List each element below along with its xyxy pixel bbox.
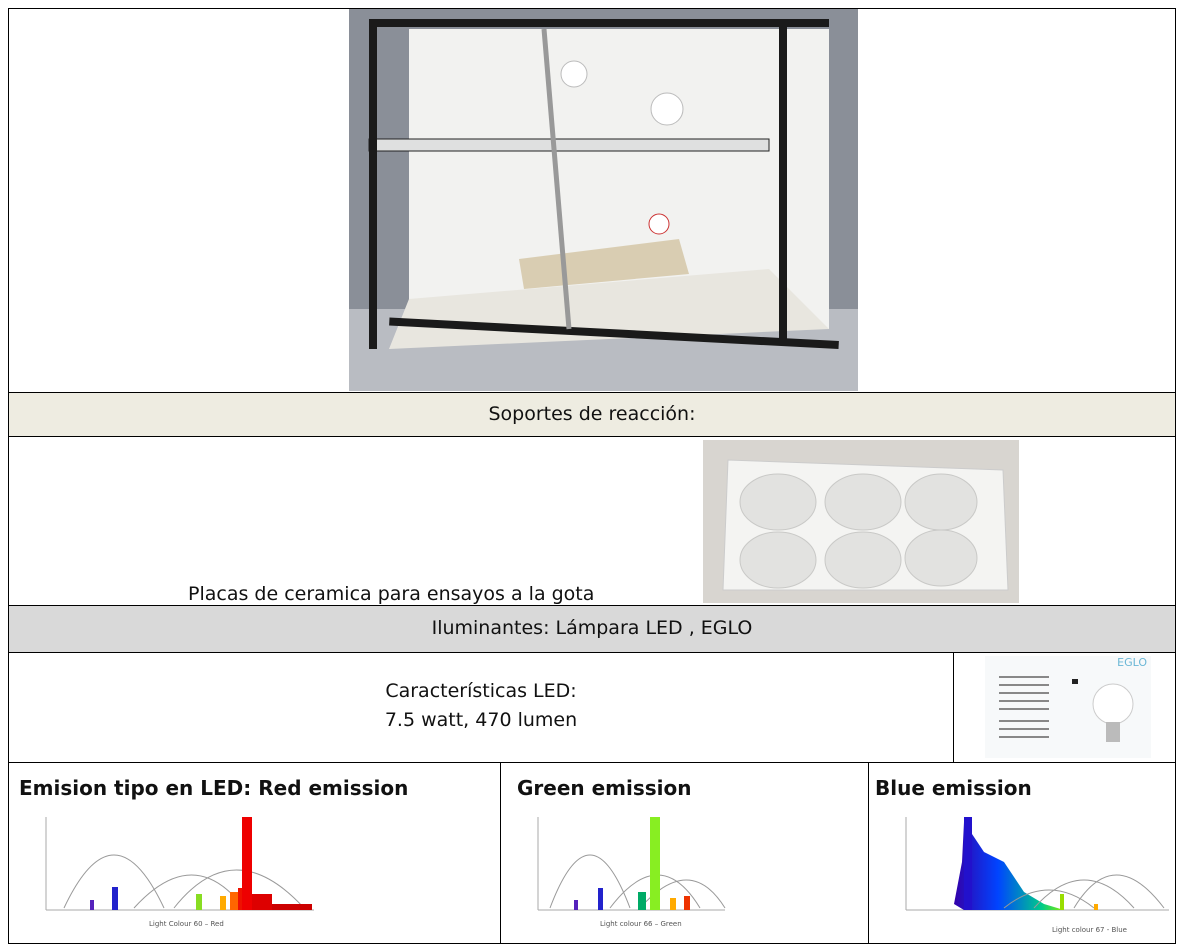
red-spectrum: Light Colour 60 – Red (45, 817, 314, 928)
led-line: Características LED: (385, 680, 577, 702)
spectrum-cell (868, 762, 1176, 944)
led-line: 7.5 watt, 470 lumen (384, 709, 578, 731)
eglo-datasheet: EGLO (985, 656, 1151, 758)
ceramic-plate-photo (703, 440, 1019, 603)
brand: EGLO (1117, 656, 1147, 669)
spectrum-caption: Light Colour 60 – Red (149, 920, 224, 928)
reactor-photo (349, 9, 858, 391)
spectrum-caption: Light colour 66 – Green (600, 920, 682, 928)
spectrum-caption: Light colour 67 - Blue (1052, 926, 1127, 934)
spectrum-title: Emision tipo en LED: Red emission (19, 776, 409, 800)
green-spectrum: Light colour 66 – Green (537, 817, 726, 928)
plate-text: Placas de ceramica para ensayos a la got… (188, 583, 595, 605)
led-text-cell (8, 652, 954, 763)
blue-spectrum: Light colour 67 - Blue (905, 817, 1169, 934)
section-heading: Soportes de reacción: (488, 403, 696, 425)
section-heading: Iluminantes: Lámpara LED , EGLO (431, 617, 753, 639)
spectrum-title: Blue emission (875, 776, 1032, 800)
spectrum-title: Green emission (517, 776, 692, 800)
header-row (8, 392, 1176, 437)
